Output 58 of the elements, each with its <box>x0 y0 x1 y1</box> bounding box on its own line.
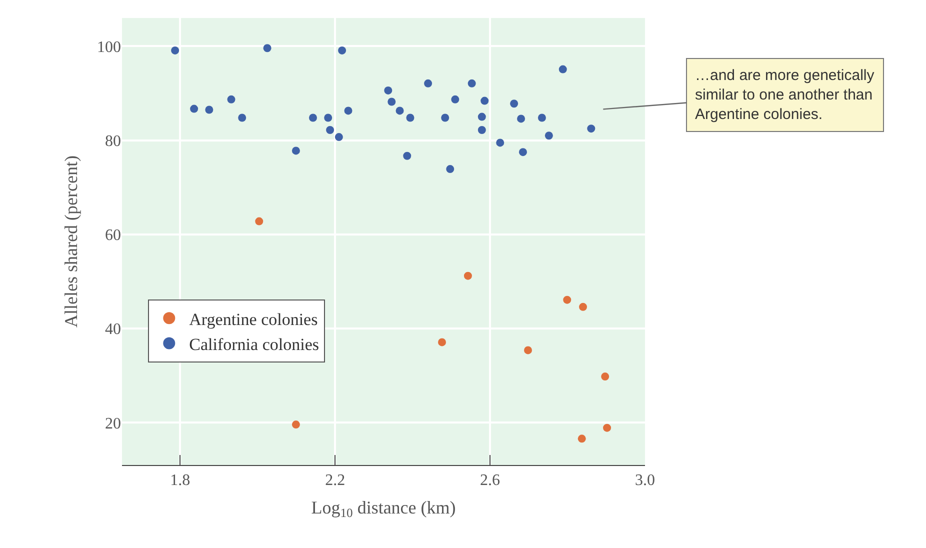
point <box>579 302 588 311</box>
point <box>308 114 317 122</box>
point <box>587 124 596 133</box>
point <box>396 106 404 115</box>
point <box>603 424 612 432</box>
point <box>406 114 414 122</box>
point <box>171 46 180 54</box>
point <box>558 65 567 74</box>
point <box>344 106 352 115</box>
point <box>524 346 532 354</box>
x-axis-title: Log$_{10}$ distance (km) <box>311 497 456 520</box>
point <box>563 296 572 304</box>
x-tick-label: 3.0 <box>635 472 655 490</box>
y-axis-title: Alleles shared (percent) <box>61 156 82 328</box>
y-tick-label: 100 <box>97 38 121 56</box>
x-tick-label: 2.2 <box>325 472 346 490</box>
point <box>480 96 489 105</box>
point <box>334 133 343 142</box>
point <box>510 100 518 108</box>
y-tick-label: 60 <box>105 227 121 244</box>
y-tick-label: 20 <box>105 415 121 432</box>
point <box>544 132 553 140</box>
point <box>478 126 486 134</box>
point <box>441 114 450 122</box>
text: …and are more genetically similar to one another than Argentine colonies. <box>695 67 875 123</box>
legend-label: California colonies <box>189 334 319 354</box>
point <box>205 106 214 114</box>
point <box>324 114 332 122</box>
point <box>326 126 334 134</box>
point <box>403 152 412 160</box>
point <box>464 272 472 280</box>
point <box>578 434 586 443</box>
point <box>538 114 546 122</box>
x-tick-label: 2.6 <box>480 472 500 490</box>
point <box>292 146 300 155</box>
point <box>478 112 486 121</box>
legend-label: Argentine colonies <box>189 310 318 329</box>
point <box>496 138 504 147</box>
point <box>424 79 432 88</box>
y-tick-label: 80 <box>105 132 121 150</box>
point <box>601 372 610 381</box>
point <box>238 114 246 122</box>
x-tick-label: 1.8 <box>170 472 190 490</box>
point <box>227 95 236 104</box>
point <box>263 44 272 52</box>
point <box>338 46 346 54</box>
y-tick-label: 40 <box>105 321 121 338</box>
point <box>451 95 460 104</box>
point <box>255 217 264 226</box>
point <box>384 86 392 94</box>
point <box>388 98 396 106</box>
point <box>468 79 476 88</box>
point <box>446 165 454 174</box>
point <box>292 420 300 429</box>
point <box>517 114 526 123</box>
point <box>190 104 198 113</box>
point <box>438 338 446 346</box>
point <box>518 148 527 156</box>
